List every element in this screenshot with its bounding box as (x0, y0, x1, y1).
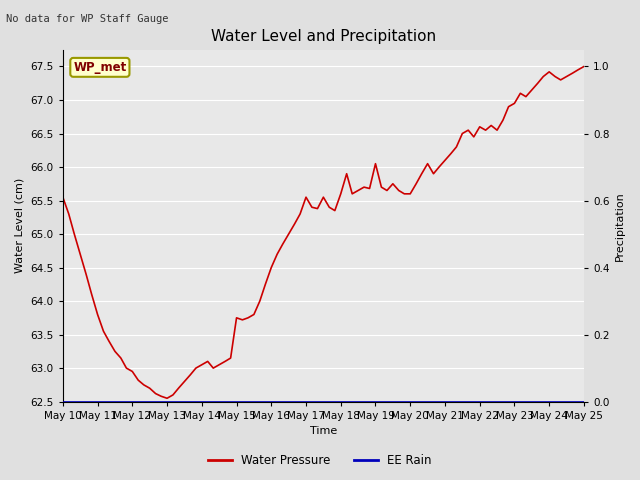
Water Pressure (198, 362, 205, 368)
Text: WP_met: WP_met (73, 61, 127, 74)
Y-axis label: Water Level (cm): Water Level (cm) (15, 178, 25, 273)
Legend: Water Pressure, EE Rain: Water Pressure, EE Rain (204, 449, 436, 472)
Water Pressure (505, 104, 513, 109)
Water Pressure (59, 194, 67, 200)
Title: Water Level and Precipitation: Water Level and Precipitation (211, 29, 436, 44)
Water Pressure (163, 396, 171, 401)
Water Pressure (186, 372, 194, 378)
Line: Water Pressure: Water Pressure (63, 67, 584, 398)
Water Pressure (580, 64, 588, 70)
X-axis label: Time: Time (310, 426, 337, 436)
Water Pressure (574, 67, 582, 73)
Water Pressure (568, 70, 576, 76)
Text: No data for WP Staff Gauge: No data for WP Staff Gauge (6, 14, 169, 24)
Y-axis label: Precipitation: Precipitation (615, 191, 625, 261)
Water Pressure (123, 365, 131, 371)
